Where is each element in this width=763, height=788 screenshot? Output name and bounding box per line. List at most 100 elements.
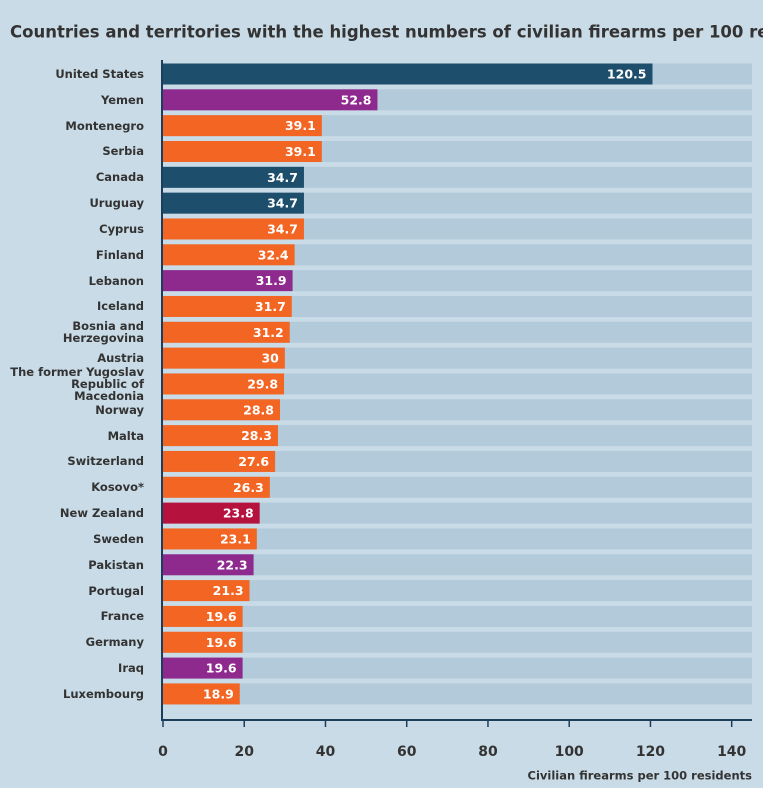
value-label: 28.3 — [241, 428, 272, 443]
value-label: 21.3 — [213, 583, 244, 598]
category-label: Yemen — [100, 92, 144, 107]
bar-track — [163, 270, 752, 292]
bar-track — [163, 425, 752, 447]
category-label: Pakistan — [88, 557, 144, 572]
bar-track — [163, 373, 752, 395]
value-label: 31.9 — [256, 273, 287, 288]
value-label: 34.7 — [267, 196, 298, 211]
bar-track — [163, 218, 752, 240]
value-label: 28.8 — [243, 402, 274, 417]
value-label: 120.5 — [607, 67, 647, 82]
bar-track — [163, 321, 752, 343]
category-label: Iraq — [118, 661, 144, 676]
value-label: 29.8 — [247, 376, 278, 391]
bar — [163, 631, 243, 653]
bar — [163, 347, 285, 369]
category-label: Montenegro — [65, 118, 144, 133]
bar-track — [163, 450, 752, 472]
value-label: 52.8 — [341, 92, 372, 107]
category-label: Canada — [95, 170, 144, 185]
category-label: France — [100, 609, 144, 624]
category-label: The former Yugoslav Republic of Macedoni… — [10, 364, 144, 403]
bar-track — [163, 502, 752, 524]
bar — [163, 63, 653, 85]
bar — [163, 166, 304, 188]
bar — [163, 270, 293, 292]
bar — [163, 450, 276, 472]
value-label: 23.1 — [220, 531, 251, 546]
bar — [163, 425, 278, 447]
bar — [163, 476, 270, 498]
category-label: Norway — [95, 402, 144, 417]
bar-track — [163, 166, 752, 188]
bar — [163, 192, 304, 214]
bar — [163, 115, 322, 137]
category-label: Uruguay — [89, 196, 144, 211]
bar — [163, 605, 243, 627]
bar — [163, 89, 378, 111]
bar-track — [163, 347, 752, 369]
value-label: 39.1 — [285, 118, 316, 133]
category-label: Switzerland — [67, 454, 144, 469]
value-label: 19.6 — [206, 635, 237, 650]
category-label: Lebanon — [88, 273, 144, 288]
value-label: 30 — [261, 351, 279, 366]
bar-track — [163, 528, 752, 550]
bar — [163, 399, 280, 421]
x-axis-label: Civilian firearms per 100 residents — [528, 769, 753, 783]
bar-track — [163, 399, 752, 421]
value-label: 31.7 — [255, 299, 286, 314]
bar-track — [163, 244, 752, 266]
value-label: 34.7 — [267, 221, 298, 236]
bar-track — [163, 295, 752, 317]
value-label: 32.4 — [258, 247, 289, 262]
category-label: Malta — [107, 428, 144, 443]
category-label: Serbia — [102, 144, 144, 159]
bar-track — [163, 476, 752, 498]
value-label: 22.3 — [217, 557, 248, 572]
bar-track — [163, 554, 752, 576]
x-tick-label: 20 — [234, 744, 254, 760]
x-tick-label: 100 — [555, 744, 584, 760]
value-label: 19.6 — [206, 661, 237, 676]
bar-track — [163, 631, 752, 653]
category-label: Austria — [97, 351, 144, 366]
category-label: New Zealand — [59, 506, 144, 521]
bar — [163, 295, 292, 317]
bar — [163, 502, 260, 524]
category-label: Iceland — [96, 299, 144, 314]
value-label: 34.7 — [267, 170, 298, 185]
category-label: Finland — [95, 247, 144, 262]
value-label: 19.6 — [206, 609, 237, 624]
x-tick-label: 0 — [158, 744, 168, 760]
chart-title: Countries and territories with the highe… — [10, 23, 763, 42]
bar-track — [163, 192, 752, 214]
bar-track — [163, 605, 752, 627]
bar — [163, 218, 304, 240]
x-tick-label: 60 — [397, 744, 417, 760]
category-label: Cyprus — [99, 221, 144, 236]
category-label: Bosnia and Herzegovina — [62, 319, 144, 346]
x-tick-label: 40 — [316, 744, 336, 760]
x-tick-label: 140 — [717, 744, 746, 760]
bar — [163, 580, 250, 602]
bar-track — [163, 683, 752, 705]
bar — [163, 528, 257, 550]
value-label: 31.2 — [253, 325, 284, 340]
x-tick-label: 120 — [636, 744, 665, 760]
bar-track — [163, 657, 752, 679]
value-label: 23.8 — [223, 506, 254, 521]
bar — [163, 140, 322, 162]
value-label: 27.6 — [238, 454, 269, 469]
category-label: Luxembourg — [63, 686, 144, 701]
x-tick-label: 80 — [478, 744, 498, 760]
bar — [163, 244, 295, 266]
category-label: Kosovo* — [91, 480, 144, 495]
category-label: United States — [55, 67, 144, 81]
value-label: 39.1 — [285, 144, 316, 159]
bar — [163, 554, 254, 576]
bar-track — [163, 580, 752, 602]
bar — [163, 683, 240, 705]
